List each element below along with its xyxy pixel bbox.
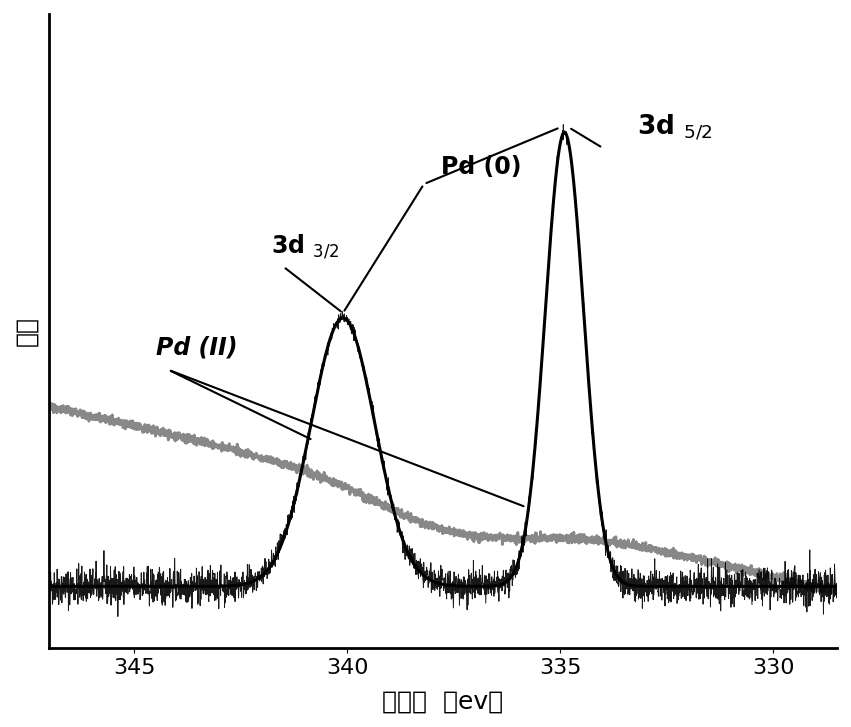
Y-axis label: 强度: 强度 [14,316,38,346]
Text: 3d $_{5/2}$: 3d $_{5/2}$ [637,113,713,142]
Text: Pd (0): Pd (0) [441,155,522,179]
Text: 3d $_{3/2}$: 3d $_{3/2}$ [271,233,339,262]
X-axis label: 结合能  （ev）: 结合能 （ev） [382,689,504,713]
Text: Pd (II): Pd (II) [156,335,237,359]
